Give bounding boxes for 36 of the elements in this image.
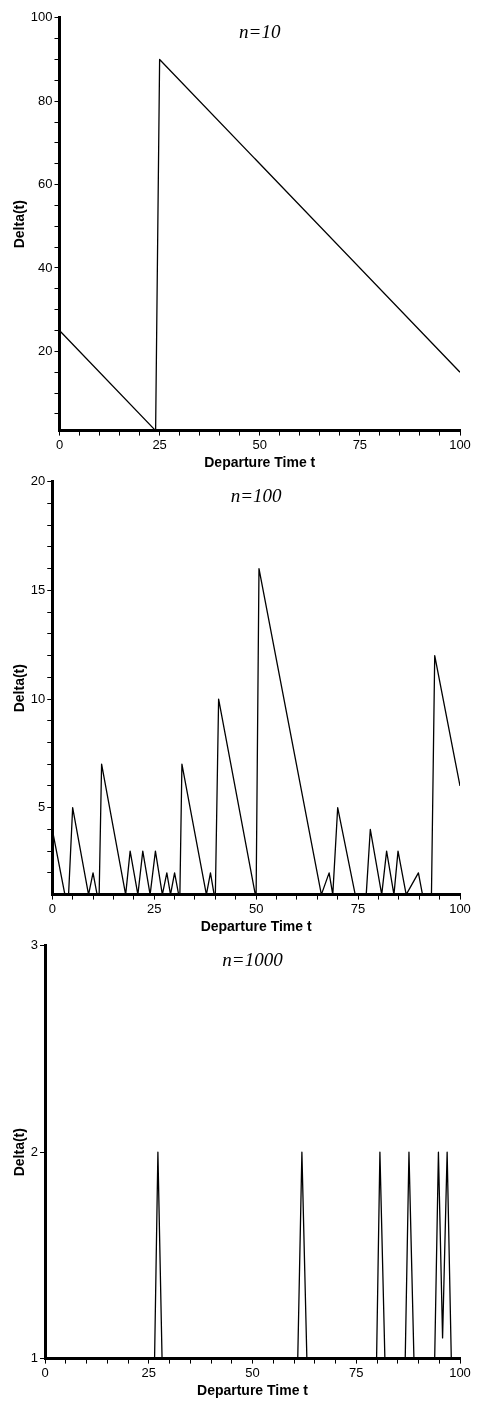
y-tick-label: 1 [30, 1350, 39, 1366]
chart-title: n=1000 [222, 949, 284, 971]
x-tick-label: 25 [141, 1364, 157, 1380]
y-tick-label: 5 [38, 799, 46, 815]
x-tick-label: 0 [48, 900, 56, 916]
x-axis-title: Departure Time t [200, 918, 312, 935]
x-tick-label: 75 [350, 900, 366, 916]
x-tick-label: 50 [245, 1364, 260, 1380]
y-tick-label: 20 [30, 473, 46, 489]
y-tick-label: 20 [38, 342, 53, 358]
x-axis-title: Departure Time t [197, 1382, 309, 1399]
x-tick-label: 75 [349, 1364, 364, 1380]
y-axis-title: Delta(t) [11, 1128, 28, 1177]
y-tick-label: 3 [30, 937, 39, 953]
y-tick-label: 2 [30, 1143, 39, 1159]
chart-title: n=100 [230, 485, 283, 507]
y-tick-label: 40 [38, 259, 53, 275]
x-tick-label: 50 [248, 900, 264, 916]
y-tick-label: 100 [30, 9, 53, 25]
x-tick-label: 75 [352, 436, 368, 452]
x-tick-label: 100 [449, 900, 471, 916]
x-tick-label: 50 [252, 436, 267, 452]
x-tick-label: 25 [146, 900, 162, 916]
y-tick-label: 10 [30, 690, 46, 706]
y-tick-label: 80 [38, 92, 53, 108]
x-tick-label: 25 [152, 436, 167, 452]
y-tick-label: 60 [38, 176, 53, 192]
x-axis-title: Departure Time t [204, 454, 316, 471]
y-tick-label: 15 [30, 582, 46, 598]
x-tick-label: 100 [449, 436, 471, 452]
chart-title: n=10 [239, 21, 281, 43]
y-axis-title: Delta(t) [11, 664, 28, 713]
y-axis-title: Delta(t) [11, 200, 28, 249]
x-tick-label: 0 [41, 1364, 49, 1380]
x-tick-label: 100 [449, 1364, 471, 1380]
x-tick-label: 0 [55, 436, 64, 452]
